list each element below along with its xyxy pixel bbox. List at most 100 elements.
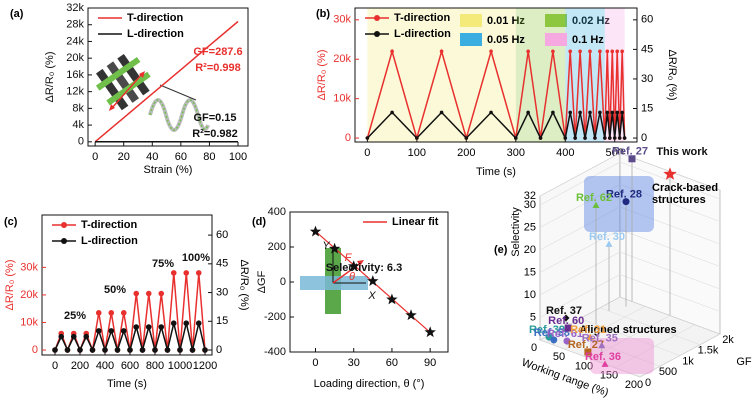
y-tick-label: 4k [72, 119, 84, 131]
y2-axis-title: ΔR/R₀ (%) [666, 49, 678, 100]
data-point [620, 49, 624, 54]
x-tick-label: 0 [92, 151, 98, 163]
point-label: Ref. 30 [589, 231, 625, 243]
grid-line [539, 184, 721, 228]
x-tick-label: 50 [553, 351, 565, 363]
data-point [108, 310, 115, 316]
y-tick-label: 24k [66, 35, 84, 47]
data-point [628, 155, 636, 163]
x-tick-label: 100 [408, 147, 426, 159]
data-point [83, 333, 90, 340]
data-point [562, 314, 570, 322]
data-point [622, 136, 627, 140]
y2-tick-label: 60 [641, 14, 653, 26]
y-tick-label: 0 [645, 377, 651, 389]
y-tick-label: 200 [268, 241, 286, 253]
mesh-bar [95, 68, 129, 111]
data-point [551, 110, 555, 115]
x-tick-label: 200 [457, 147, 475, 159]
data-point [550, 336, 558, 344]
mesh-strip [95, 56, 141, 91]
data-point [158, 324, 165, 330]
region-legend-label: 0.05 Hz [487, 34, 525, 46]
structure-region [584, 176, 654, 232]
data-point [348, 260, 360, 272]
x-tick-label: 200 [625, 379, 643, 391]
data-point [588, 49, 592, 54]
inset-label: Y [322, 240, 330, 252]
data-point [439, 49, 444, 54]
y-tick-label: 2k [722, 334, 734, 346]
data-point [390, 110, 394, 115]
y2-tick-label: 45 [216, 258, 228, 270]
x-axis-title: Loading direction, θ (°) [314, 378, 425, 390]
point-label: Ref. 37 [546, 305, 582, 317]
y-axis-title: ΔR/R₀ (%) [316, 49, 328, 100]
region-legend-label: 0.1 Hz [572, 34, 604, 46]
y2-axis-title: ΔR/R₀ (%) [238, 259, 250, 310]
y-tick-label: 400 [268, 206, 286, 218]
data-point [309, 225, 322, 237]
data-point [605, 240, 613, 247]
legend-marker [61, 238, 67, 244]
inset-label: θ [349, 271, 355, 283]
grid-line [539, 161, 721, 206]
data-point [598, 110, 602, 115]
data-point [170, 270, 177, 276]
data-point [464, 136, 469, 140]
frequency-region [367, 8, 516, 142]
x-tick-label: 1200 [193, 360, 217, 372]
y-tick-label: 0 [32, 344, 38, 356]
annotation: 75% [152, 258, 174, 270]
region-legend-swatch [460, 14, 482, 27]
data-point [405, 309, 417, 321]
data-point [95, 310, 102, 316]
data-point [607, 136, 612, 140]
y2-tick-label: 15 [641, 102, 653, 114]
region-legend-swatch [460, 33, 482, 46]
data-point [663, 167, 677, 180]
x-tick-label: 150 [600, 370, 618, 382]
z-axis-title: Selectivity [510, 207, 522, 257]
grid-line [599, 307, 701, 346]
x-tick-label: 0 [312, 357, 318, 369]
data-point [367, 275, 379, 286]
x-tick-label: 0 [52, 360, 58, 372]
data-point [195, 270, 202, 276]
annotation: R²=0.998 [195, 62, 241, 74]
y-tick-label: 0 [280, 276, 286, 288]
data-point [202, 347, 208, 353]
data-point [95, 328, 102, 334]
x-tick-label: 0 [531, 342, 537, 354]
data-point [605, 110, 610, 115]
data-point [58, 333, 65, 340]
data-point [390, 49, 394, 54]
mesh-inset [95, 53, 151, 111]
data-point [328, 242, 341, 254]
grid-line [539, 274, 721, 318]
y-tick-label: 12k [66, 86, 84, 98]
data-point [145, 324, 152, 330]
data-point [170, 320, 177, 327]
data-point [133, 324, 140, 330]
data-point [439, 110, 444, 115]
arrow [159, 84, 197, 101]
x-tick-label: 400 [96, 360, 114, 372]
y-tick-label: 500 [659, 366, 677, 378]
data-point [615, 49, 620, 54]
x-tick-label: 90 [424, 357, 436, 369]
data-point [573, 136, 577, 140]
data-point [489, 49, 493, 54]
y-tick-label: 30k [20, 261, 38, 273]
data-point [612, 136, 617, 140]
grid-line [539, 206, 721, 251]
data-point [551, 49, 555, 54]
point-label: Ref. 39 [529, 324, 565, 336]
data-point [568, 110, 573, 115]
data-point [610, 49, 615, 54]
data-point [603, 136, 607, 140]
y-axis-title: GF [736, 356, 752, 368]
y-tick-label: 1k [682, 355, 694, 367]
y-tick-label: 0 [345, 132, 351, 144]
region-label: Crack-based [652, 182, 718, 194]
